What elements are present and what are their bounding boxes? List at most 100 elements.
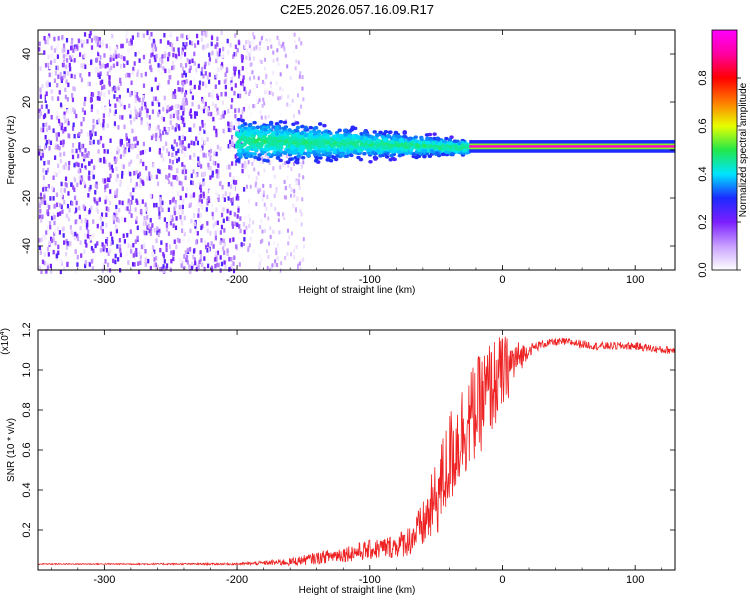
spectrogram-cell [266,46,269,51]
spectrogram-cell [151,48,154,53]
spectrogram-cell [189,155,192,160]
spectrogram-cell [212,244,215,249]
spectrogram-cell [358,157,364,162]
spectrogram-cell [181,134,185,140]
spectrogram-cell [188,111,192,116]
spectrogram-cell [158,102,161,107]
spectrogram-cell [262,183,265,188]
spectrogram-cell [42,187,45,192]
spectrogram-cell [65,182,68,188]
spectrogram-cell [200,67,204,72]
spectrogram-cell [168,158,172,164]
spectrogram-cell [161,59,164,64]
spectrogram-cell [91,92,95,97]
spectrogram-cell [275,251,278,256]
spectrogram-cell [60,122,64,128]
spectrogram-cell [365,132,370,137]
spectrogram-cell [146,30,149,36]
spectrogram-cell [55,251,58,256]
spectrogram-cell [114,49,117,55]
spectrogram-cell [294,244,297,249]
spectrogram-cell [306,153,311,158]
spectrogram-cell [211,207,214,212]
spectrogram-cell [204,244,208,250]
spectrogram-cell [114,158,117,164]
spectrogram-cell [196,262,199,268]
spectrogram-cell [62,233,65,238]
spectrogram-cell [215,73,218,79]
spectrogram-cell [162,66,165,71]
spectrogram-cell [170,144,174,150]
spectrogram-cell [169,31,172,36]
spectrogram-cell [129,192,132,197]
spectrogram-cell [45,122,48,127]
spectrogram-cell [229,266,232,272]
spectrogram-cell [178,204,181,210]
spectrogram-cell [130,249,133,254]
spectrogram-cell [167,151,171,157]
spectrogram-cell [112,56,115,61]
spectrogram-cell [176,104,180,109]
spectrogram-cell [60,192,63,198]
spectrogram-cell [264,115,267,120]
spectrogram-cell [450,152,455,157]
spectrogram-cell [337,128,342,133]
spectrogram-cell [234,221,237,227]
spectrogram-cell [82,204,85,210]
spectrogram-cell [150,194,154,199]
spectrogram-cell [145,230,148,236]
spectrogram-cell [182,198,185,204]
spectrogram-cell [135,114,138,120]
spectrogram-cell [459,144,465,148]
spectrogram-cell [253,167,256,172]
spectrogram-cell [138,202,142,208]
spectrogram-cell [130,80,133,86]
spectrogram-cell [297,217,300,222]
spectrogram-cell [218,51,221,57]
spectrogram-cell [129,110,132,115]
spectrogram-cell [145,207,148,212]
spectrogram-x-label: Height of straight line (km) [299,285,416,296]
spectrogram-cell [378,130,383,135]
spectrogram-cell [168,68,171,74]
spectrogram-cell [96,197,100,203]
spectrogram-cell [40,127,43,132]
spectrogram-cell [97,51,100,57]
spectrogram-cell [116,61,119,67]
spectrogram-cell [73,74,76,79]
spectrogram-cell [282,150,287,155]
spectrogram-cell [88,262,91,267]
spectrogram-cell [98,197,101,202]
spectrogram-cell [181,186,184,191]
spectrogram-cell [145,209,148,214]
spectrogram-cell [116,146,119,152]
spectrogram-cell [109,108,112,114]
spectrogram-cell [238,224,241,229]
spectrogram-cell [160,266,163,272]
spectrogram-cell [55,132,58,137]
spectrogram-cell [137,50,140,55]
spectrogram-cell [206,201,209,206]
spectrogram-cell [169,120,172,125]
spectrogram-cell [64,126,67,132]
spectrogram-cell [39,111,42,116]
spectrogram-cell [347,134,352,138]
spectrogram-cell [157,112,160,117]
spectrogram-cell [289,75,292,80]
spectrogram-cell [239,89,242,94]
spectrogram-cell [242,142,247,147]
spectrogram-cell [290,231,293,236]
spectrogram-cell [147,56,150,62]
spectrogram-cell [302,175,305,180]
spectrogram-cell [52,237,55,242]
spectrogram-cell [78,131,81,137]
spectrogram-cell [62,139,65,145]
spectrogram-cell [77,153,80,159]
spectrogram-cell [202,191,205,197]
spectrogram-cell [425,137,430,141]
spectrogram-cell [316,129,322,134]
spectrogram-cell [47,211,50,217]
spectrogram-cell [232,125,235,131]
spectrogram-cell [81,151,84,157]
spectrogram-cell [98,96,101,101]
